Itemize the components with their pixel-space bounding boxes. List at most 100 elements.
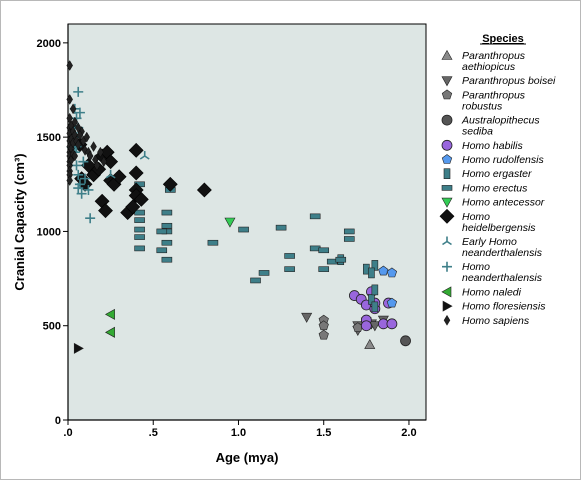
data-point [368, 294, 375, 305]
legend-item: Homo antecessor [441, 197, 545, 209]
data-point [156, 247, 168, 254]
legend-marker [442, 300, 453, 312]
data-point [105, 169, 116, 179]
legend-marker [441, 49, 453, 60]
legend-item: Homo ergaster [443, 168, 532, 180]
legend-marker [442, 261, 452, 272]
x-tick-label: 1.0 [231, 427, 246, 439]
legend-marker [442, 236, 452, 246]
data-point [100, 156, 108, 168]
data-point [386, 297, 398, 308]
legend-label: Homo naledi [462, 286, 522, 298]
x-axis-title: Age (mya) [216, 450, 279, 465]
legend-label: robustus [462, 100, 503, 112]
legend-label: Homo sapiens [462, 315, 530, 327]
legend-marker [441, 197, 453, 208]
data-point [133, 191, 149, 207]
axes [67, 24, 426, 421]
legend-label: Paranthropus [462, 50, 526, 62]
legend-marker [443, 314, 451, 326]
data-point [125, 199, 141, 215]
data-point [97, 146, 104, 158]
data-point [238, 226, 249, 233]
data-point [128, 165, 144, 181]
data-point [80, 173, 91, 184]
y-tick-label: 2000 [37, 38, 61, 50]
legend-marker [439, 208, 455, 224]
data-point [162, 176, 178, 192]
data-point [76, 129, 84, 141]
series-homo-floresiensis [73, 342, 84, 354]
data-point [369, 321, 381, 332]
legend-label: Paranthropus [462, 89, 526, 101]
data-point [364, 338, 376, 349]
data-point [128, 142, 144, 158]
legend-label: Homo [462, 261, 490, 273]
legend-marker [441, 139, 453, 151]
y-tick-label: 1500 [37, 132, 61, 144]
legend-item: Homo floresiensis [442, 300, 546, 313]
data-point [111, 169, 127, 185]
data-point [156, 228, 168, 235]
legend-item: Homo rudolfensis [441, 154, 544, 166]
data-point [66, 175, 73, 186]
legend-label: Homo floresiensis [462, 301, 546, 313]
series-homo-erectus [134, 181, 355, 284]
data-point [73, 169, 84, 180]
data-point [139, 151, 150, 160]
data-point [318, 247, 330, 254]
data-point [318, 329, 329, 340]
x-tick-label: 2.0 [401, 427, 416, 439]
y-tick-label: 0 [55, 415, 61, 427]
data-point [76, 188, 87, 199]
data-point [105, 308, 115, 320]
y-tick-label: 1000 [37, 226, 61, 238]
data-point [318, 266, 330, 272]
data-point [386, 267, 398, 278]
series-australopithecus-sediba [400, 335, 411, 347]
y-tick-label: 500 [43, 321, 61, 333]
data-point [83, 184, 94, 195]
plot-background [67, 23, 427, 421]
legend-marker [441, 76, 453, 87]
data-point [73, 183, 84, 194]
data-point [134, 217, 145, 223]
data-point [378, 265, 389, 276]
legend-item: Homo naledi [441, 286, 522, 298]
data-point [250, 277, 261, 284]
data-point [196, 182, 212, 198]
legend-label: Homo ergaster [462, 168, 532, 180]
data-point [98, 203, 113, 219]
x-tick-label: 1.5 [316, 427, 331, 439]
data-point [74, 139, 82, 151]
legend-label: Homo [462, 211, 490, 223]
data-point [71, 160, 82, 171]
legend-marker [441, 185, 453, 191]
data-point [66, 94, 73, 105]
legend-label: Paranthropus boisei [462, 75, 556, 87]
data-point [371, 301, 379, 313]
legend-label: Australopithecus [461, 115, 540, 127]
legend-label: aethiopicus [462, 61, 516, 73]
legend-label: Early Homo [462, 236, 517, 248]
series-homo-rudolfensis [378, 265, 398, 308]
data-point [161, 256, 173, 263]
x-tick-label: .0 [63, 427, 72, 439]
legend-title: Species [482, 33, 524, 45]
x-tick-label: .5 [149, 427, 158, 439]
series-homo-antecessor [224, 217, 236, 228]
data-point [284, 266, 295, 272]
series-homo-sapiens [66, 60, 108, 186]
legend-marker [443, 168, 451, 179]
data-point [73, 342, 84, 354]
data-points [66, 60, 411, 354]
data-point [343, 236, 355, 242]
legend-label: heidelbergensis [462, 222, 536, 234]
data-point [284, 253, 295, 259]
legend-item: Homo habilis [441, 139, 523, 152]
